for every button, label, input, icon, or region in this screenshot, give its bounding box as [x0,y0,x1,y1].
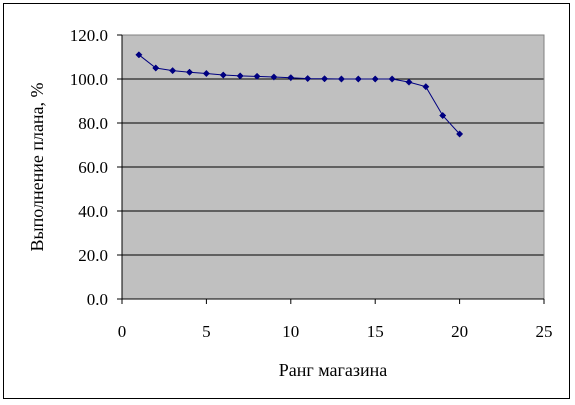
data-point-marker [405,78,413,86]
x-axis: 0 5 10 15 20 25 [118,298,553,341]
x-tick-label: 5 [202,322,211,341]
y-tick-label: 100.0 [70,70,108,89]
x-tick-label: 20 [451,322,468,341]
y-tick-label: 80.0 [78,114,108,133]
data-point-marker [185,68,194,76]
x-tick-label: 0 [118,322,127,341]
y-tick-label: 120.0 [70,26,108,45]
data-point-marker [354,75,362,83]
data-point-marker [422,83,430,91]
y-axis-title: Выполнение плана, % [27,82,47,251]
series-layer [135,51,464,138]
data-point-marker [371,75,379,83]
data-point-marker [169,67,177,75]
data-point-marker [152,64,160,72]
data-point-marker [135,51,143,59]
data-point-marker [321,75,329,83]
x-tick-label: 15 [367,322,384,341]
y-tick-label: 60.0 [78,158,108,177]
x-tick-label: 10 [282,322,299,341]
data-point-marker [456,130,464,138]
data-point-marker [270,73,278,81]
data-point-marker [388,75,396,83]
data-point-marker [219,71,227,79]
data-point-marker [439,111,447,120]
y-axis: 0.0 20.0 40.0 60.0 80.0 100.0 120.0 [70,26,123,309]
x-axis-title: Ранг магазина [279,360,388,380]
data-point-marker [202,69,210,78]
data-point-marker [287,74,295,82]
data-point-marker [337,75,345,83]
y-tick-label: 40.0 [78,202,108,221]
y-tick-label: 0.0 [87,290,108,309]
data-point-marker [304,75,312,83]
data-point-marker [253,72,261,80]
x-tick-label: 25 [536,322,553,341]
data-point-marker [236,72,244,80]
y-tick-label: 20.0 [78,246,108,265]
